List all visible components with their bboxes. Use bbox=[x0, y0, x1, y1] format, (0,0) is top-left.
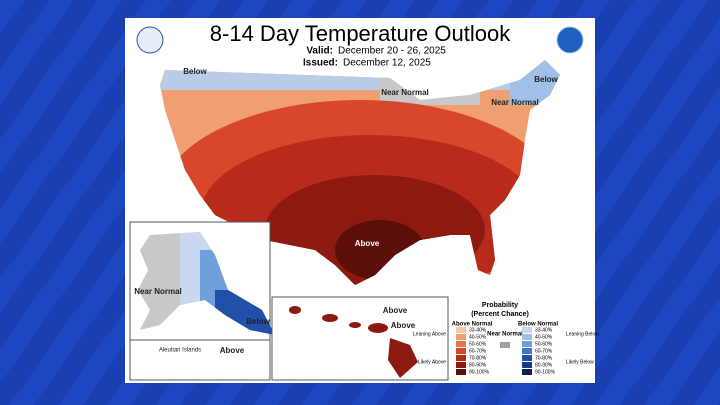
near-swatch bbox=[500, 342, 510, 348]
legend-range: 90-100% bbox=[535, 369, 556, 375]
doc-logo bbox=[136, 26, 164, 54]
legend-above-title: Above Normal bbox=[452, 322, 493, 328]
title: 8-14 Day Temperature Outlook bbox=[210, 21, 511, 46]
legend-leaning-below: Leaning Below bbox=[566, 331, 599, 337]
legend-near-title: Near Normal bbox=[487, 332, 523, 338]
hawaii-inset bbox=[271, 296, 449, 381]
map-label: Aleutian Islands bbox=[159, 348, 201, 354]
legend-range: 50-60% bbox=[535, 341, 553, 347]
legend-range: 33-40% bbox=[469, 327, 487, 333]
legend-swatch bbox=[522, 334, 532, 340]
legend-subtitle: (Percent Chance) bbox=[471, 311, 529, 318]
map-label: Near Normal bbox=[491, 98, 539, 107]
legend-swatch bbox=[456, 362, 466, 368]
map-label: Above bbox=[391, 321, 416, 330]
legend-swatch bbox=[456, 355, 466, 361]
legend-range: 60-70% bbox=[535, 348, 553, 354]
legend-range: 90-100% bbox=[469, 369, 490, 375]
legend-likely-below: Likely Below bbox=[566, 359, 594, 365]
legend-swatch bbox=[522, 369, 532, 375]
legend-swatch bbox=[456, 327, 466, 333]
legend-below-title: Below Normal bbox=[518, 322, 558, 328]
legend-range: 40-50% bbox=[469, 334, 487, 340]
legend-range: 70-80% bbox=[469, 355, 487, 361]
legend-swatch bbox=[522, 362, 532, 368]
legend-swatch bbox=[522, 327, 532, 333]
aleutian-inset bbox=[129, 339, 271, 381]
map-label: Near Normal bbox=[381, 88, 429, 97]
legend-range: 60-70% bbox=[469, 348, 487, 354]
legend-swatch bbox=[522, 348, 532, 354]
legend-range: 70-80% bbox=[535, 355, 553, 361]
valid-date: December 20 - 26, 2025 bbox=[338, 46, 446, 57]
map-label: Above bbox=[355, 239, 380, 248]
legend-swatch bbox=[522, 355, 532, 361]
legend-swatch bbox=[456, 348, 466, 354]
legend-range: 50-60% bbox=[469, 341, 487, 347]
noaa-logo bbox=[556, 26, 584, 54]
map-label: Below bbox=[183, 67, 207, 76]
legend-title: Probability bbox=[482, 302, 518, 309]
legend-swatch bbox=[456, 334, 466, 340]
issued-date: December 12, 2025 bbox=[343, 58, 431, 69]
issued-label: Issued: bbox=[303, 58, 338, 69]
legend-range: 33-40% bbox=[535, 327, 553, 333]
map-label: Near Normal bbox=[134, 287, 182, 296]
map-label: Above bbox=[220, 346, 245, 355]
legend-range: 80-90% bbox=[469, 362, 487, 368]
map-label: Below bbox=[534, 75, 558, 84]
legend-swatch bbox=[456, 341, 466, 347]
legend-swatch bbox=[456, 369, 466, 375]
legend-swatch bbox=[522, 341, 532, 347]
legend-range: 40-50% bbox=[535, 334, 553, 340]
valid-label: Valid: bbox=[306, 46, 333, 57]
map-label: Above bbox=[383, 306, 408, 315]
map-label: Below bbox=[246, 317, 270, 326]
legend-leaning-above: Leaning Above bbox=[413, 331, 446, 337]
legend-range: 80-90% bbox=[535, 362, 553, 368]
legend-likely-above: Likely Above bbox=[418, 359, 446, 365]
hawaii-map bbox=[289, 306, 418, 378]
